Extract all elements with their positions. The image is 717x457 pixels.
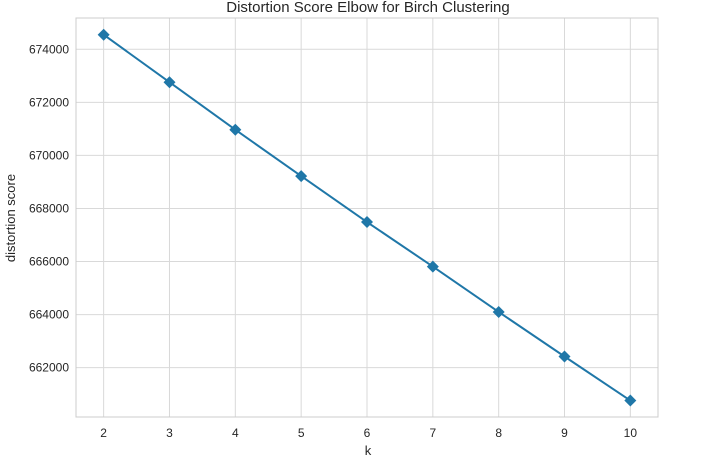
- data-point-marker: [97, 28, 110, 41]
- x-tick-label: 9: [561, 426, 568, 440]
- data-point-marker: [558, 350, 571, 363]
- x-tick-label: 7: [429, 426, 436, 440]
- data-point-marker: [163, 76, 176, 89]
- y-axis-ticks: 662000 664000 666000 668000 670000 672000 6740…: [29, 42, 69, 374]
- y-tick-label: 670000: [29, 148, 69, 162]
- y-tick-label: 662000: [29, 361, 69, 375]
- y-tick-label: 668000: [29, 201, 69, 215]
- x-tick-label: 3: [166, 426, 173, 440]
- x-tick-label: 2: [100, 426, 107, 440]
- x-axis-ticks: 2 3 4 5 6 7 8 9 10: [100, 426, 637, 440]
- y-tick-label: 664000: [29, 308, 69, 322]
- data-point-marker: [229, 123, 242, 136]
- y-tick-label: 666000: [29, 255, 69, 269]
- x-tick-label: 8: [495, 426, 502, 440]
- x-axis-label: k: [365, 443, 372, 457]
- data-points: [97, 28, 637, 407]
- y-tick-label: 674000: [29, 42, 69, 56]
- x-tick-label: 5: [298, 426, 305, 440]
- chart-title: Distortion Score Elbow for Birch Cluster…: [226, 0, 509, 16]
- data-point-marker: [492, 305, 505, 318]
- plot-area: [75, 17, 659, 418]
- data-point-marker: [361, 216, 373, 229]
- data-point-marker: [295, 170, 308, 183]
- x-tick-label: 4: [232, 426, 239, 440]
- y-axis-label: distortion score: [3, 174, 18, 262]
- x-tick-label: 6: [364, 426, 371, 440]
- data-point-marker: [624, 394, 637, 407]
- data-point-marker: [426, 260, 439, 273]
- y-tick-label: 672000: [29, 95, 69, 109]
- x-tick-label: 10: [624, 426, 638, 440]
